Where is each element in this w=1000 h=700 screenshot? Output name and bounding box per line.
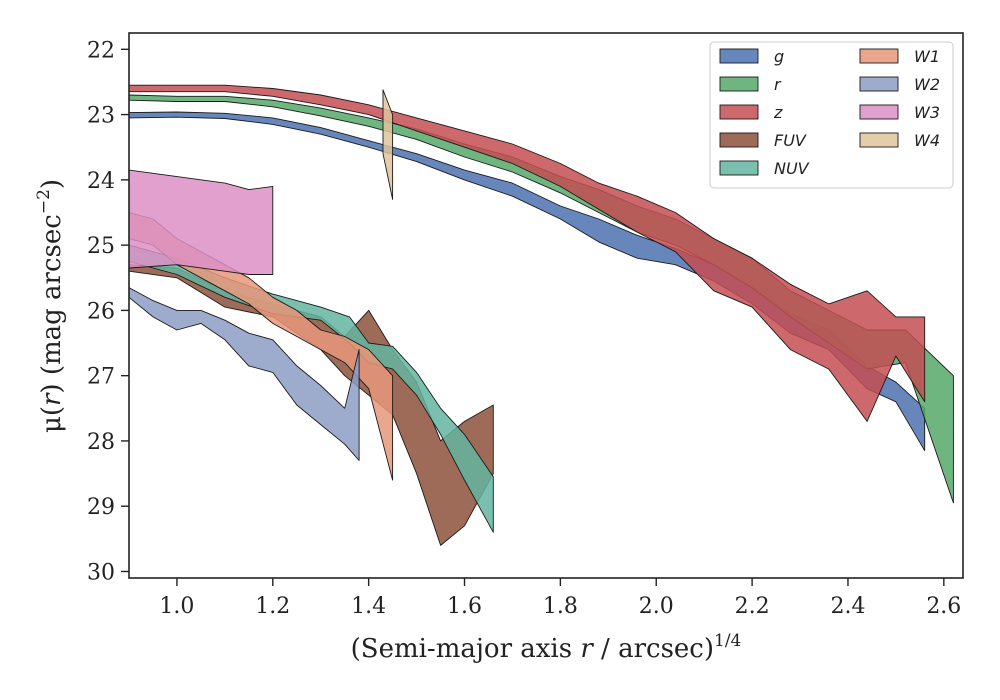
y-tick-label: 27 [87, 365, 115, 390]
y-tick-label: 25 [87, 234, 115, 259]
y-tick-label: 29 [87, 495, 115, 520]
x-axis-label: (Semi-major axis r / arcsec)1/4 [351, 631, 742, 664]
legend-label-w2: W2 [914, 75, 940, 94]
legend-swatch-nuv [719, 160, 759, 176]
legend-swatch-w2 [859, 76, 899, 92]
x-tick-label: 2.0 [639, 594, 674, 619]
legend-swatch-w1 [859, 48, 899, 64]
y-tick-label: 28 [87, 430, 115, 455]
legend-label-w1: W1 [914, 47, 940, 66]
series-bands [129, 84, 954, 546]
x-tick-label: 1.8 [543, 594, 578, 619]
legend-label-nuv: NUV [774, 159, 810, 178]
legend-swatch-r [719, 76, 759, 92]
x-tick-label: 1.6 [447, 594, 482, 619]
legend-swatch-z [719, 104, 759, 120]
legend-label-r: r [774, 75, 782, 94]
x-tick-label: 2.2 [735, 594, 770, 619]
x-tick-label: 1.2 [255, 594, 290, 619]
x-tick-label: 1.4 [351, 594, 386, 619]
legend-label-w3: W3 [914, 103, 940, 122]
y-tick-label: 26 [87, 299, 115, 324]
legend-swatch-w4 [859, 132, 899, 148]
y-tick-label: 23 [87, 104, 115, 129]
x-tick-label: 1.0 [159, 594, 194, 619]
legend-swatch-g [719, 48, 759, 64]
x-tick-label: 2.6 [926, 594, 961, 619]
y-axis-label: μ(r) (mag arcsec−2) [34, 179, 67, 433]
series-band-w2 [129, 287, 360, 461]
legend: grz FUV NUV W1 W2 W3 W4 [709, 41, 954, 189]
y-tick-label: 24 [87, 169, 115, 194]
x-tick-label: 2.4 [830, 594, 865, 619]
legend-label-z: z [773, 103, 783, 122]
series-band-w3 [129, 169, 274, 275]
y-tick-label: 30 [87, 560, 115, 585]
series-band-w4 [382, 89, 394, 200]
legend-label-g: g [774, 47, 784, 66]
plot-frame [128, 32, 964, 579]
y-axis: 22 23 24 25 26 27 28 29 30 [87, 38, 129, 585]
legend-label-w4: W4 [914, 131, 940, 150]
legend-swatch-fuv [719, 132, 759, 148]
series-band-z [129, 84, 926, 422]
legend-swatch-w3 [859, 104, 899, 120]
legend-label-fuv: FUV [774, 131, 807, 150]
series-band-g [129, 111, 926, 452]
y-tick-label: 22 [87, 38, 115, 63]
x-axis: 1.0 1.2 1.4 1.6 1.8 2.0 2.2 2.4 2.6 [159, 578, 961, 619]
